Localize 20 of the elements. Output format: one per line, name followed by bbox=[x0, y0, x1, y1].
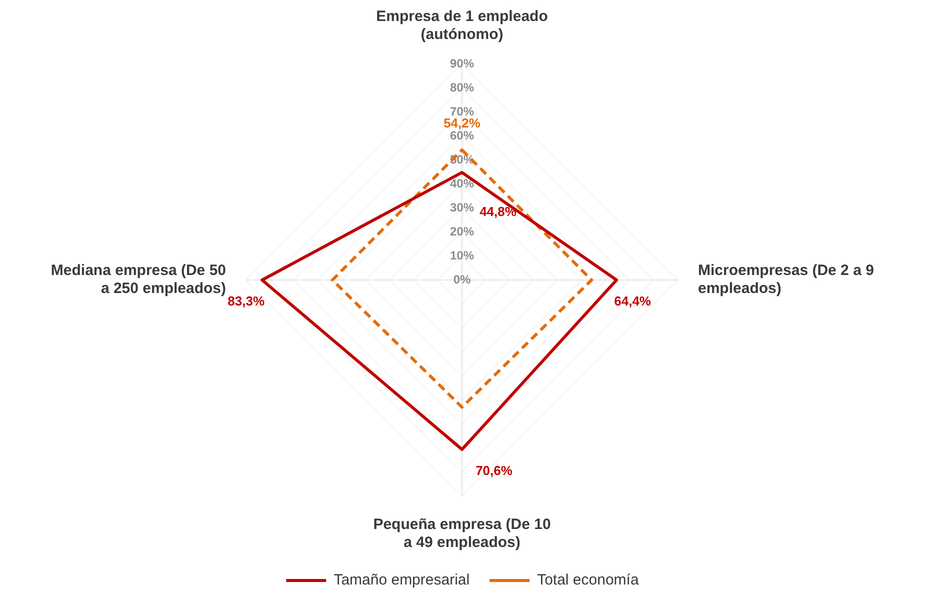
y-tick-label: 0% bbox=[453, 272, 471, 286]
spoke-label: Microempresas (De 2 a 9 empleados) bbox=[698, 262, 874, 298]
legend-label: Total economía bbox=[537, 572, 640, 589]
y-tick-label: 30% bbox=[450, 200, 474, 214]
y-tick-label: 60% bbox=[450, 128, 474, 142]
data-label: 54,2% bbox=[444, 116, 481, 130]
y-tick-label: 90% bbox=[450, 56, 474, 70]
spoke-label: Pequeña empresa (De 10 a 49 empleados) bbox=[373, 516, 551, 552]
y-tick-label: 70% bbox=[450, 104, 474, 118]
data-label: 44,8% bbox=[480, 204, 517, 220]
legend-label: Tamaño empresarial bbox=[334, 572, 470, 589]
y-tick-label: 80% bbox=[450, 80, 474, 94]
data-label: 70,6% bbox=[476, 463, 513, 478]
spoke-label: Mediana empresa (De 50 a 250 empleados) bbox=[50, 262, 226, 298]
y-tick-label: 10% bbox=[450, 248, 474, 262]
data-label: 64,4% bbox=[614, 294, 652, 309]
y-tick-label: 20% bbox=[450, 224, 474, 238]
y-tick-label: 40% bbox=[450, 176, 474, 190]
spoke-label: Empresa de 1 empleado (autónomo) bbox=[376, 8, 548, 44]
data-label: 83,3% bbox=[228, 294, 265, 309]
